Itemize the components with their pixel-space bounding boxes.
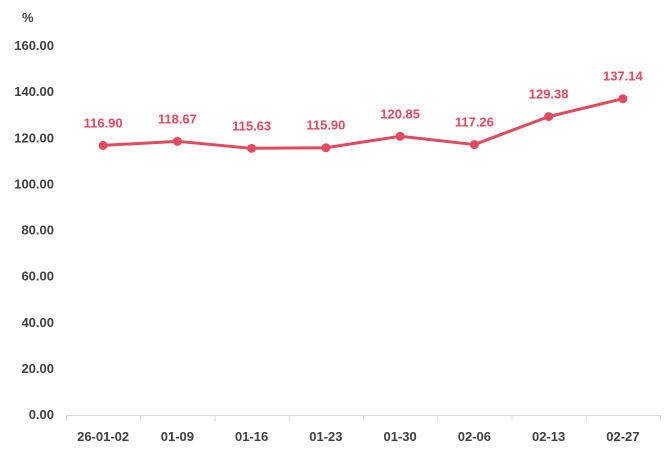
- x-tick-label: 02-06: [458, 429, 491, 444]
- data-label: 120.85: [380, 106, 420, 121]
- data-label: 116.90: [84, 115, 123, 130]
- data-point: [469, 140, 479, 150]
- x-tick-label: 02-13: [532, 429, 565, 444]
- series-line: [101, 97, 625, 150]
- data-series: 116.90 118.67 115.63 115.90 120.85 117.26 129.…: [84, 69, 644, 153]
- y-tick-label: 0.00: [29, 407, 54, 422]
- x-tick-label: 02-27: [606, 429, 639, 444]
- y-tick-label: 100.00: [14, 176, 54, 191]
- data-point: [395, 131, 405, 141]
- y-tick-label: 160.00: [14, 38, 54, 53]
- x-axis: 26-01-02 01-09 01-16 01-23 01-30 02-06 02-13 02…: [66, 415, 661, 444]
- x-tick-label: 01-30: [384, 429, 417, 444]
- y-tick-label: 20.00: [21, 361, 54, 376]
- x-tick-label: 01-23: [309, 429, 342, 444]
- y-tick-label: 40.00: [21, 315, 54, 330]
- data-point: [98, 140, 108, 150]
- y-tick-label: 80.00: [21, 223, 54, 238]
- y-axis-unit-label: %: [22, 10, 34, 25]
- x-tick-label: 01-16: [235, 429, 268, 444]
- y-axis: 0.00 20.00 40.00 60.00 80.00 100.00 120.00 140.…: [14, 38, 54, 422]
- x-tick-label: 26-01-02: [77, 429, 129, 444]
- data-label: 115.90: [306, 118, 345, 133]
- data-label: 117.26: [455, 115, 494, 130]
- data-label: 129.38: [529, 87, 569, 102]
- data-point: [172, 136, 182, 146]
- y-tick-label: 140.00: [14, 84, 54, 99]
- data-label: 118.67: [158, 111, 197, 126]
- x-tick-label: 01-09: [161, 429, 194, 444]
- data-point: [544, 112, 554, 122]
- data-point: [247, 143, 257, 153]
- y-tick-label: 60.00: [21, 269, 54, 284]
- data-point: [321, 143, 331, 153]
- data-point: [618, 94, 628, 104]
- data-label: 137.14: [603, 69, 644, 84]
- data-label: 115.63: [232, 118, 271, 133]
- y-tick-label: 120.00: [14, 130, 54, 145]
